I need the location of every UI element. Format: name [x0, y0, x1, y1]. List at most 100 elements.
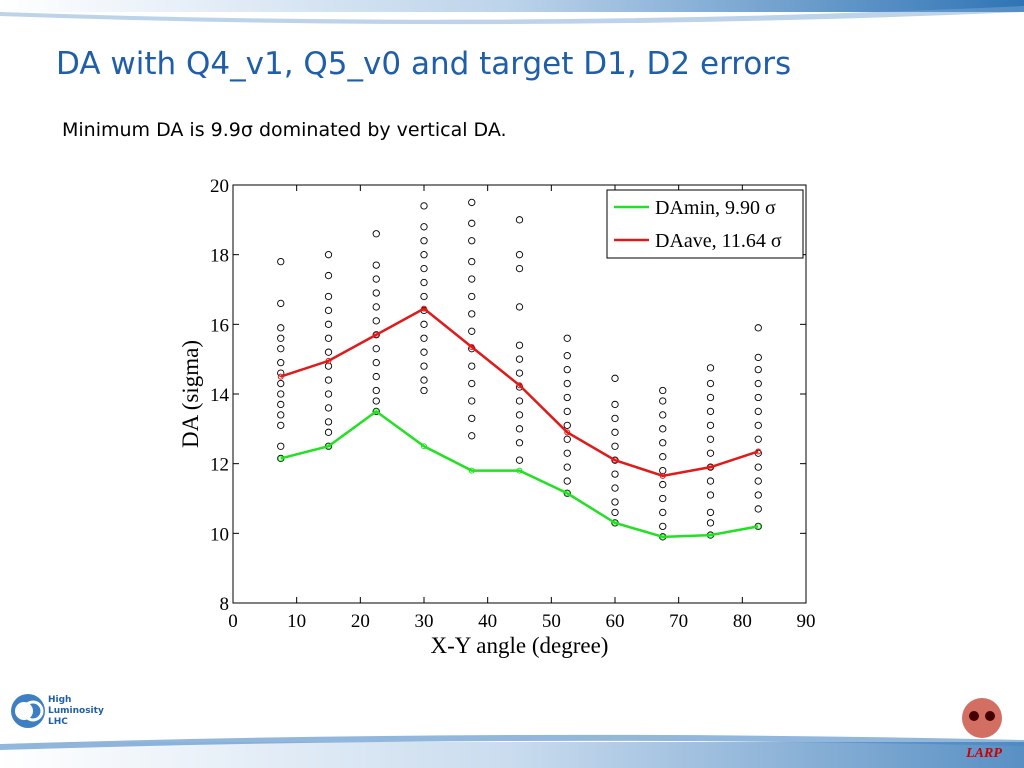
series-line — [280, 307, 759, 478]
sample-point — [659, 508, 667, 517]
sample-point — [659, 522, 667, 531]
series-marker — [659, 533, 666, 540]
sample-point — [324, 376, 333, 384]
sample-point — [277, 334, 285, 342]
sample-point — [420, 386, 428, 395]
sample-point — [754, 324, 762, 332]
series-marker — [755, 448, 762, 455]
sample-point — [420, 251, 428, 259]
y-tick-label: 10 — [210, 524, 229, 545]
series-marker — [659, 472, 666, 479]
sample-point — [754, 491, 762, 499]
sample-point — [706, 519, 715, 527]
sample-point — [659, 411, 667, 419]
sample-point — [420, 237, 428, 245]
sample-point — [420, 223, 428, 231]
sample-point — [372, 397, 380, 405]
sample-point — [754, 505, 762, 513]
sample-point — [611, 400, 619, 409]
sample-point — [659, 480, 667, 489]
logo-text: High — [48, 695, 71, 705]
logo-text: Luminosity — [48, 706, 104, 716]
x-tick-label: 60 — [606, 611, 625, 632]
sample-point — [659, 494, 667, 503]
sample-point — [324, 271, 333, 280]
x-tick-label: 30 — [415, 611, 434, 632]
sample-point — [420, 334, 428, 342]
sample-point — [372, 289, 380, 297]
hl-logo-ring — [22, 700, 44, 722]
sample-point — [563, 463, 571, 471]
sample-point — [659, 397, 667, 405]
sample-point — [754, 463, 762, 471]
sample-point — [611, 414, 619, 423]
sample-point — [420, 348, 428, 356]
sample-point — [324, 428, 333, 436]
sample-point — [324, 404, 333, 412]
series-marker — [373, 408, 380, 415]
sample-point — [277, 390, 285, 398]
sample-point — [754, 365, 762, 374]
larp-logo-mark — [962, 698, 1002, 738]
legend-box — [606, 189, 804, 259]
sample-point — [563, 489, 571, 497]
sample-point — [468, 362, 476, 370]
sample-point — [372, 372, 380, 381]
sample-point — [706, 379, 715, 388]
series-marker — [468, 467, 475, 474]
sample-point — [468, 414, 476, 423]
series-marker — [277, 373, 284, 380]
sample-point — [563, 334, 571, 342]
series-marker — [421, 443, 427, 450]
sample-point — [372, 275, 380, 283]
x-tick-label: 20 — [351, 611, 370, 632]
chart: 0 10 20 30 40 50 60 70 80 90 8 10 12 14 16 18 20 X-Y angl… — [178, 176, 816, 658]
sample-point — [420, 264, 428, 273]
sample-point — [754, 435, 762, 443]
series-marker — [421, 305, 427, 312]
sample-point — [706, 393, 715, 402]
sample-point — [277, 379, 285, 388]
sample-point — [515, 456, 524, 464]
x-tick-label: 10 — [287, 611, 306, 632]
sample-point — [515, 264, 524, 273]
x-tick-label: 40 — [478, 611, 497, 632]
sample-point — [659, 453, 667, 461]
series-marker — [277, 455, 284, 462]
sample-point — [754, 407, 762, 416]
sample-point — [420, 202, 428, 210]
sample-point — [277, 324, 285, 332]
sample-point — [659, 425, 667, 433]
sample-point — [324, 306, 333, 315]
x-tick-label: 70 — [669, 611, 688, 632]
slide-text: Minimum DA is 9.9σ dominated by vertical… — [62, 119, 507, 141]
sample-point — [420, 320, 428, 328]
sample-point — [515, 216, 524, 224]
sample-point — [372, 303, 380, 311]
sample-point — [277, 299, 285, 308]
sample-point — [324, 418, 333, 426]
sample-point — [277, 442, 285, 450]
sample-point — [563, 477, 571, 485]
legend-label: DAave, 11.64 σ — [655, 230, 782, 252]
sample-point — [420, 376, 428, 384]
series-marker — [325, 443, 332, 450]
y-tick-label: 8 — [220, 594, 230, 615]
sample-point — [515, 303, 524, 311]
sample-point — [515, 355, 524, 363]
series-marker — [707, 532, 714, 539]
sample-point — [372, 317, 380, 325]
sample-point — [468, 310, 476, 318]
legend-label: DAmin, 9.90 σ — [655, 197, 776, 219]
sample-point — [277, 411, 285, 419]
top-band — [0, 0, 1024, 12]
sample-point — [277, 358, 285, 367]
sample-point — [706, 491, 715, 499]
sample-point — [563, 379, 571, 388]
sample-point — [611, 498, 619, 506]
series-marker — [516, 467, 523, 474]
y-tick-label: 12 — [210, 455, 229, 476]
sample-point — [372, 386, 380, 395]
sample-point — [324, 251, 333, 259]
